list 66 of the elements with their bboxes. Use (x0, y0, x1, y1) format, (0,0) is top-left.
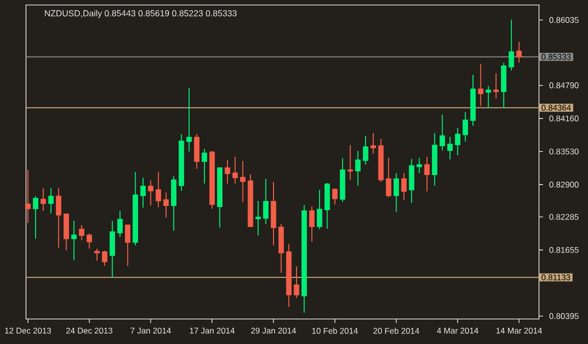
candlestick (224, 159, 230, 184)
candlestick (110, 220, 116, 278)
candlestick (516, 41, 522, 64)
y-tick-label: 0.82285 (549, 214, 579, 220)
x-tick-label: 20 Feb 2014 (373, 328, 420, 334)
candlestick (386, 157, 392, 198)
y-tick-label: 0.80395 (549, 313, 579, 320)
candlestick (148, 180, 154, 206)
x-tick-label: 29 Jan 2014 (251, 328, 296, 334)
candlestick (124, 224, 130, 266)
ref-line-label: 0.84364 (542, 104, 571, 111)
candlestick (440, 114, 446, 151)
candlestick (462, 112, 468, 142)
ref-line-label: 0.81133 (542, 274, 570, 280)
candlestick (78, 224, 84, 241)
candlestick (25, 169, 31, 224)
candlestick (355, 150, 361, 186)
candlestick (232, 156, 238, 184)
y-tick-label: 0.84790 (549, 82, 579, 88)
candlestick (362, 135, 368, 166)
candlestick (478, 63, 484, 106)
x-tick-label: 14 Mar 2014 (496, 328, 542, 334)
candlestick (86, 232, 92, 250)
candlestick (202, 148, 208, 184)
candlestick (117, 210, 123, 238)
ref-line-label: 0.85333 (542, 54, 571, 60)
candlestick (263, 178, 269, 224)
candlestick (32, 196, 38, 240)
candlestick (294, 266, 300, 298)
x-tick-label: 17 Jan 2014 (190, 328, 235, 334)
candlestick (493, 72, 499, 99)
candlestick (48, 188, 54, 214)
candlestick (309, 206, 315, 242)
candlestick (102, 250, 108, 266)
x-tick-label: 4 Mar 2014 (436, 328, 478, 334)
y-tick-label: 0.81655 (549, 247, 579, 253)
candlestick (416, 157, 422, 174)
candlestick (240, 160, 246, 202)
y-tick-label: 0.86035 (549, 17, 579, 23)
x-tick-label: 7 Jan 2014 (130, 328, 171, 334)
candlestick (316, 189, 322, 230)
candlestick (332, 188, 338, 206)
candlestick (56, 188, 62, 248)
candlestick (454, 127, 460, 156)
candlestick (255, 200, 261, 236)
candlestick (163, 192, 169, 218)
candlestick (424, 156, 430, 192)
candlestick (401, 172, 407, 200)
candlestick (71, 220, 77, 261)
y-tick-label: 0.84160 (549, 115, 579, 122)
y-tick-label: 0.83530 (549, 148, 579, 154)
text: NZDUSD,Daily 0.85443 0.85619 0.85223 0.85333 (44, 10, 237, 18)
candlestick (140, 177, 146, 208)
x-tick-label: 10 Feb 2014 (312, 328, 358, 334)
y-tick-label: 0.82900 (549, 182, 579, 188)
candlestick (394, 172, 399, 212)
candlestick (370, 132, 376, 154)
candlestick (486, 85, 492, 108)
candlestick (447, 136, 453, 160)
candlestick (348, 144, 353, 180)
x-tick-label: 24 Dec 2013 (66, 328, 112, 334)
x-tick-label: 12 Dec 2013 (5, 328, 51, 334)
candlestick (40, 188, 46, 212)
candlestick (508, 19, 514, 72)
candlestick (186, 87, 192, 152)
candlestick (156, 171, 162, 208)
